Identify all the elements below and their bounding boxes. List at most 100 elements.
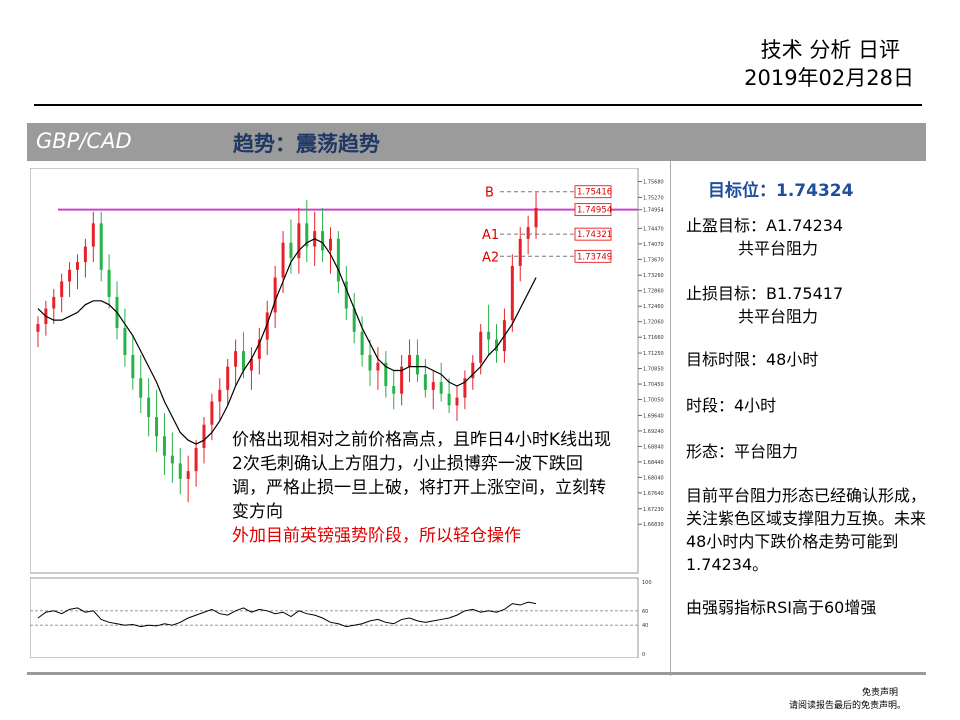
rsi-tick-label: 60 [642, 609, 648, 615]
y-tick-label: 1.72460 [643, 304, 664, 310]
candle-body [328, 238, 332, 251]
candle-body [257, 339, 261, 359]
candle-body [52, 296, 56, 309]
candle-body [83, 246, 87, 263]
level-box [574, 185, 612, 199]
candle-body [471, 362, 475, 379]
title-band: GBP/CAD 趋势：震荡趋势 [27, 123, 926, 161]
candle-body [392, 385, 396, 394]
y-tick-label: 1.68840 [643, 444, 664, 450]
candle-body [455, 397, 459, 406]
rsi-tick-label: 40 [642, 623, 648, 629]
candle-body [305, 223, 309, 247]
candle-body [186, 471, 190, 479]
candle-body [99, 223, 103, 270]
candle-body [265, 312, 269, 340]
take-profit: 止盈目标：A1.74234 共平台阻力 [686, 214, 946, 260]
y-tick-label: 1.70450 [643, 382, 664, 388]
target-level: 目标位：1.74324 [708, 181, 854, 201]
level-box [574, 203, 612, 217]
y-tick-label: 1.74470 [643, 226, 664, 232]
disclaimer-text: 请阅读报告最后的免责声明。 [788, 701, 906, 711]
candle-body [415, 355, 419, 375]
candle-body [226, 366, 230, 390]
candle-body [210, 401, 214, 425]
candle-body [479, 331, 483, 363]
time-limit: 目标时限：48小时 [686, 350, 819, 369]
candle-body [510, 265, 514, 321]
candle-body [178, 463, 182, 479]
candle-body [526, 227, 530, 239]
y-tick-label: 1.71250 [643, 351, 664, 357]
moving-average-line [37, 238, 537, 445]
price-plot-frame [29, 167, 639, 574]
candle-body [495, 339, 499, 352]
level-value: 1.73749 [577, 252, 612, 262]
candle-body [170, 455, 174, 464]
currency-pair: GBP/CAD [36, 129, 132, 153]
y-tick-label: 1.72860 [643, 289, 664, 295]
footer-divider [27, 672, 926, 675]
candle-body [384, 362, 388, 386]
y-tick-label: 1.69240 [643, 429, 664, 435]
candle-body [139, 378, 143, 398]
chart-svg: 1.75680 1.75270 1.74954 1.74470 1.74070 1.736… [29, 167, 664, 659]
candle-body [123, 327, 127, 356]
y-tick-label: 1.70050 [643, 398, 664, 404]
candle-body [36, 324, 40, 332]
stop-loss: 止损目标：B1.75417 共平台阻力 [686, 282, 946, 328]
y-tick-label: 1.67230 [643, 507, 664, 513]
y-tick-label: 1.66830 [643, 522, 664, 528]
candle-body [218, 389, 222, 402]
candle-body [297, 223, 301, 259]
level-box [574, 249, 612, 263]
disclaimer-title: 免责声明 [861, 688, 898, 698]
rsi-tick-label: 0 [642, 652, 645, 658]
level-value: 1.74321 [577, 230, 612, 240]
timeframe: 时段：4小时 [686, 396, 777, 415]
candle-body [376, 362, 380, 371]
stop-loss-label: 止损目标：B1.75417 [686, 284, 844, 303]
y-tick-label: 1.75270 [643, 195, 664, 201]
candle-body [447, 393, 451, 406]
candle-body [352, 308, 356, 332]
report-title: 技术 分析 日评 [760, 38, 900, 62]
candle-body [273, 277, 277, 313]
candle-body [194, 447, 198, 472]
candle-body [431, 382, 435, 390]
level-value: 1.74954 [577, 206, 612, 216]
panel-divider [670, 161, 671, 676]
rsi-plot-frame [29, 577, 639, 659]
candle-body [487, 331, 491, 340]
candle-body [75, 262, 79, 270]
candle-body [147, 397, 151, 417]
candle-body [463, 378, 467, 398]
candle-body [202, 424, 206, 448]
candle-body [131, 355, 135, 379]
y-tick-label: 1.74070 [643, 242, 664, 248]
candle-body [60, 281, 64, 297]
candle-body [91, 223, 95, 247]
rsi-tick-label: 100 [642, 580, 652, 586]
header-divider [34, 104, 922, 106]
candle-body [439, 382, 443, 394]
take-profit-note: 共平台阻力 [738, 239, 819, 258]
level-letter: A2 [482, 250, 499, 265]
candle-body [423, 374, 427, 390]
level-value: 1.75416 [577, 188, 612, 198]
rsi-line [37, 601, 537, 628]
annotation-warning: 外加目前英镑强势阶段，所以轻仓操作 [232, 526, 521, 546]
report-date: 2019年02月28日 [744, 66, 914, 90]
pattern: 形态：平台阻力 [686, 442, 799, 461]
candle-body [336, 238, 340, 282]
candle-body [360, 331, 364, 356]
rsi-note: 由强弱指标RSI高于60增强 [686, 598, 877, 617]
candle-body [518, 238, 522, 266]
level-letter: A1 [482, 228, 499, 243]
candle-body [281, 242, 285, 278]
trend-label: 趋势：震荡趋势 [233, 132, 380, 156]
y-tick-label: 1.75680 [643, 180, 664, 186]
level-letter: B [485, 186, 494, 201]
candle-body [408, 355, 412, 367]
y-tick-label: 1.71660 [643, 335, 664, 341]
